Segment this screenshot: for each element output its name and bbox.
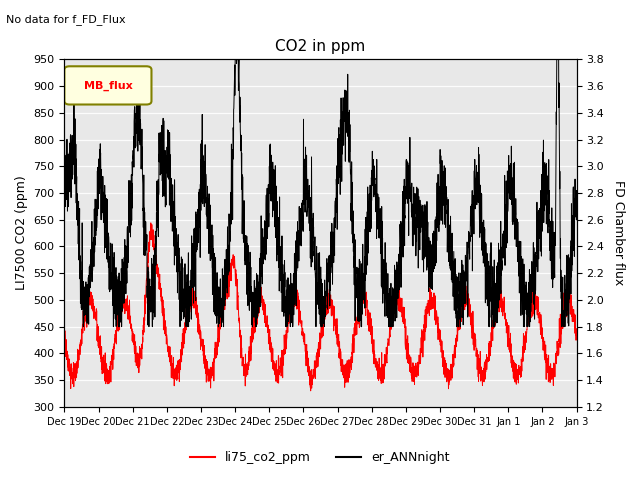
er_ANNnight bbox=[563, 252, 571, 258]
Y-axis label: FD Chamber flux: FD Chamber flux bbox=[612, 180, 625, 286]
li75_co2_ppm bbox=[573, 332, 580, 337]
Line: li75_co2_ppm: li75_co2_ppm bbox=[65, 223, 577, 391]
er_ANNnight bbox=[119, 290, 127, 296]
er_ANNnight bbox=[573, 188, 580, 194]
er_ANNnight bbox=[280, 290, 287, 296]
li75_co2_ppm bbox=[307, 388, 314, 394]
er_ANNnight bbox=[150, 285, 157, 291]
er_ANNnight bbox=[79, 324, 87, 330]
Text: MB_flux: MB_flux bbox=[84, 80, 132, 91]
FancyBboxPatch shape bbox=[65, 66, 152, 105]
li75_co2_ppm bbox=[279, 361, 287, 367]
li75_co2_ppm bbox=[119, 306, 127, 312]
li75_co2_ppm bbox=[257, 300, 265, 305]
Y-axis label: LI7500 CO2 (ppm): LI7500 CO2 (ppm) bbox=[15, 176, 28, 290]
er_ANNnight bbox=[231, 57, 239, 62]
Text: No data for f_FD_Flux: No data for f_FD_Flux bbox=[6, 14, 126, 25]
li75_co2_ppm bbox=[563, 308, 571, 313]
li75_co2_ppm bbox=[150, 232, 157, 238]
er_ANNnight bbox=[61, 168, 68, 174]
er_ANNnight bbox=[257, 213, 265, 219]
Title: CO2 in ppm: CO2 in ppm bbox=[275, 39, 365, 54]
li75_co2_ppm bbox=[508, 355, 515, 361]
li75_co2_ppm bbox=[147, 220, 155, 226]
Legend: li75_co2_ppm, er_ANNnight: li75_co2_ppm, er_ANNnight bbox=[186, 446, 454, 469]
er_ANNnight bbox=[508, 169, 515, 175]
li75_co2_ppm bbox=[61, 331, 68, 337]
Line: er_ANNnight: er_ANNnight bbox=[65, 60, 577, 327]
